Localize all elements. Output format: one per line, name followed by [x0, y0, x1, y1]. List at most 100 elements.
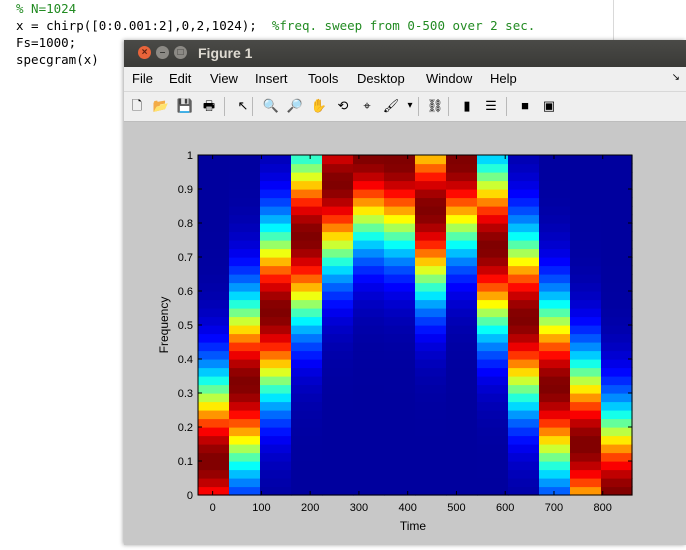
- heatmap-cell: [477, 401, 509, 411]
- print-icon[interactable]: 🖶: [202, 98, 216, 113]
- heatmap-cell: [198, 163, 230, 173]
- heatmap-cell: [260, 461, 292, 471]
- heatmap-cell: [353, 172, 385, 182]
- brush-icon[interactable]: 🖌: [382, 98, 400, 113]
- menu-tools[interactable]: Tools: [308, 71, 339, 86]
- menu-dock-arrow-icon[interactable]: ↘: [671, 72, 680, 83]
- heatmap-cell: [539, 435, 571, 445]
- toolbar-separator: [224, 97, 225, 116]
- data-cursor-icon[interactable]: ⌖: [363, 98, 371, 113]
- edit-plot-arrow-icon[interactable]: ↖: [237, 98, 249, 113]
- rotate-3d-icon[interactable]: ⟲: [337, 98, 349, 113]
- heatmap-cell: [229, 206, 261, 216]
- new-figure-icon[interactable]: 🗋: [131, 98, 143, 113]
- brush-dropdown-icon[interactable]: ▾: [407, 100, 413, 111]
- x-tick-label: 700: [545, 502, 563, 514]
- save-icon[interactable]: 💾: [176, 98, 194, 113]
- heatmap-cell: [291, 333, 323, 343]
- heatmap-cell: [477, 180, 509, 190]
- heatmap-cell: [477, 206, 509, 216]
- heatmap-cell: [601, 350, 633, 360]
- heatmap-cell: [508, 214, 540, 224]
- heatmap-cell: [570, 427, 602, 437]
- heatmap-cell: [198, 248, 230, 258]
- heatmap-cell: [229, 214, 261, 224]
- heatmap-cell: [508, 486, 540, 496]
- heatmap-cell: [291, 401, 323, 411]
- heatmap-cell: [477, 427, 509, 437]
- heatmap-cell: [601, 376, 633, 386]
- zoom-out-icon[interactable]: 🔎: [286, 98, 304, 113]
- maximize-window-button[interactable]: □: [174, 46, 187, 59]
- menu-desktop[interactable]: Desktop: [357, 71, 405, 86]
- heatmap-cell: [415, 469, 447, 479]
- heatmap-cell: [508, 274, 540, 284]
- heatmap-cell: [415, 359, 447, 369]
- menu-insert[interactable]: Insert: [255, 71, 288, 86]
- heatmap-cell: [415, 376, 447, 386]
- heatmap-cell: [353, 265, 385, 275]
- heatmap-cell: [229, 461, 261, 471]
- menu-view[interactable]: View: [210, 71, 238, 86]
- heatmap-cell: [198, 418, 230, 428]
- heatmap-cell: [291, 469, 323, 479]
- heatmap-cell: [229, 435, 261, 445]
- heatmap-cell: [446, 444, 478, 454]
- heatmap-cell: [539, 410, 571, 420]
- heatmap-cell: [601, 282, 633, 292]
- heatmap-cell: [291, 189, 323, 199]
- legend-icon[interactable]: ☰: [485, 98, 497, 113]
- heatmap-cell: [601, 257, 633, 267]
- heatmap-cell: [198, 206, 230, 216]
- heatmap-cell: [477, 282, 509, 292]
- heatmap-cell: [508, 257, 540, 267]
- menu-file[interactable]: File: [132, 71, 153, 86]
- show-plot-tools-icon[interactable]: ▣: [542, 98, 556, 113]
- heatmap-cell: [477, 223, 509, 233]
- open-file-icon[interactable]: 📂: [152, 98, 170, 113]
- pan-hand-icon[interactable]: ✋: [310, 98, 328, 113]
- heatmap-cell: [508, 299, 540, 309]
- heatmap-cell: [477, 444, 509, 454]
- spectrogram-chart[interactable]: 0 100 200 300 400 500 600 700 800 0 0.1 0.2 0.3 0.4 0…: [124, 122, 686, 545]
- heatmap-cell: [477, 189, 509, 199]
- heatmap-cell: [260, 333, 292, 343]
- heatmap-cell: [322, 401, 354, 411]
- menu-edit[interactable]: Edit: [169, 71, 192, 86]
- hide-plot-tools-icon[interactable]: ■: [521, 98, 529, 113]
- heatmap-cell: [322, 325, 354, 335]
- heatmap-cell: [322, 333, 354, 343]
- heatmap-cell: [198, 155, 230, 165]
- menu-window[interactable]: Window: [426, 71, 473, 86]
- heatmap-cell: [601, 359, 633, 369]
- heatmap-cell: [291, 163, 323, 173]
- heatmap-cell: [477, 316, 509, 326]
- heatmap-cell: [322, 376, 354, 386]
- title-bar[interactable]: × – □ Figure 1: [124, 40, 686, 67]
- heatmap-cell: [198, 274, 230, 284]
- heatmap-cell: [570, 461, 602, 471]
- x-tick-label: 600: [496, 502, 514, 514]
- y-tick-label: 0.9: [178, 184, 193, 196]
- heatmap-cell: [291, 155, 323, 165]
- link-plot-icon[interactable]: ⛓: [426, 98, 444, 113]
- heatmap-cell: [198, 452, 230, 462]
- heatmap-cell: [539, 486, 571, 496]
- heatmap-cell: [601, 333, 633, 343]
- minimize-window-button[interactable]: –: [156, 46, 169, 59]
- heatmap-cell: [570, 350, 602, 360]
- close-window-button[interactable]: ×: [138, 46, 151, 59]
- heatmap-cell: [570, 291, 602, 301]
- heatmap-cell: [415, 231, 447, 241]
- menu-help[interactable]: Help: [490, 71, 517, 86]
- figure-window[interactable]: × – □ Figure 1 ↘ File Edit View Insert Tools…: [124, 40, 686, 545]
- colorbar-icon[interactable]: ▮: [463, 98, 471, 113]
- zoom-in-icon[interactable]: 🔍: [262, 98, 280, 113]
- heatmap-cell: [291, 350, 323, 360]
- heatmap-cell: [539, 248, 571, 258]
- heatmap-cell: [353, 274, 385, 284]
- heatmap-cell: [260, 180, 292, 190]
- heatmap-cell: [229, 189, 261, 199]
- heatmap-cell: [415, 291, 447, 301]
- heatmap-cell: [229, 180, 261, 190]
